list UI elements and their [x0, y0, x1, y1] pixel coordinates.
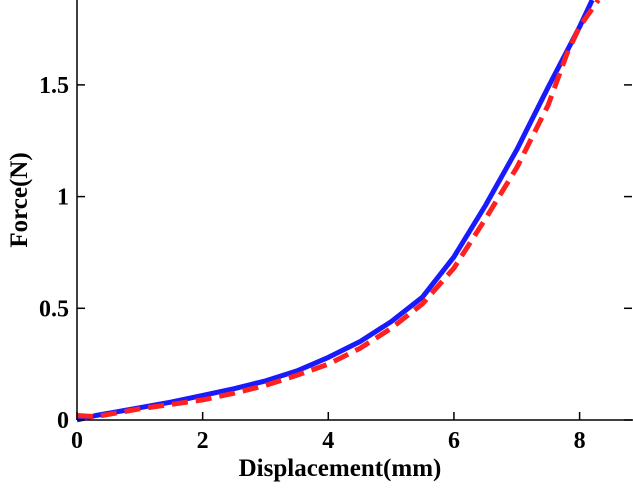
x-tick-label: 0	[71, 428, 83, 454]
x-tick-label: 8	[574, 428, 586, 454]
y-tick-label: 1.5	[39, 73, 69, 99]
x-axis-label: Displacement(mm)	[239, 455, 442, 482]
y-tick-label: 0.5	[39, 296, 69, 322]
x-tick-label: 2	[197, 428, 209, 454]
axes	[76, 0, 633, 421]
y-axis-label: Force(N)	[6, 152, 33, 247]
series-line-dashed	[76, 0, 601, 420]
x-tick-label: 6	[448, 428, 460, 454]
y-tick-label: 0	[57, 408, 69, 434]
x-tick-label: 4	[322, 428, 334, 454]
series-line-solid	[76, 0, 595, 423]
y-tick-label: 1	[57, 185, 69, 211]
series-layer	[76, 0, 601, 423]
ticks: 0 2 4 6 8 0 0.5 1 1.5	[39, 73, 632, 454]
